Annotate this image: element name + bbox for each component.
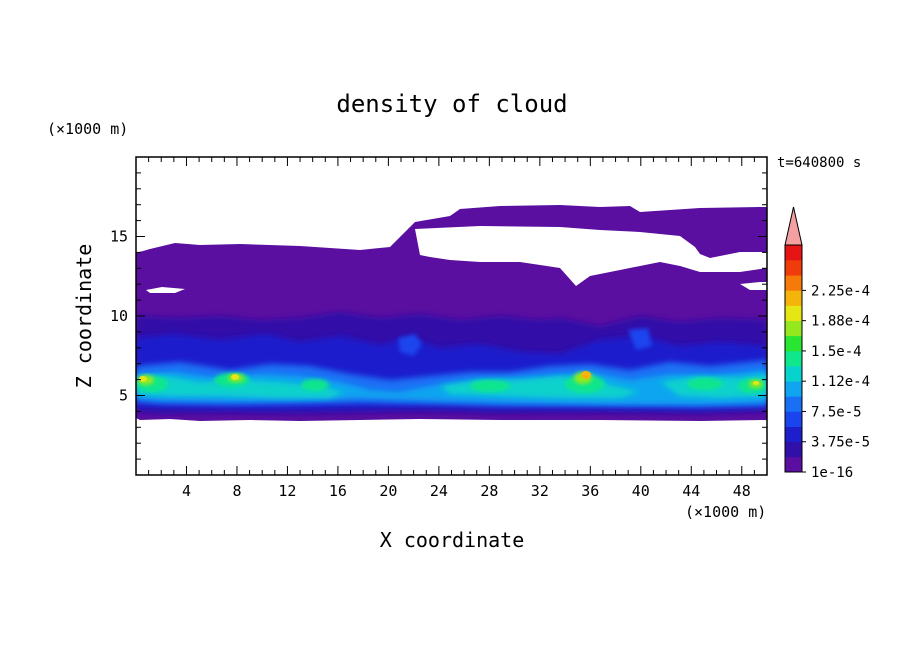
colorbar-frame: [784, 244, 803, 473]
colorbar-segment: [785, 396, 802, 412]
x-tick-label: 48: [733, 482, 751, 500]
cloud-region-level-6: [136, 376, 345, 398]
cloud-cell-blue-2: [628, 328, 652, 350]
clear-gap-upper: [415, 226, 767, 286]
x-tick-label: 8: [232, 482, 241, 500]
x-axis: 4 8 12 16 20 24 28 32 36 40 44 48: [148, 157, 755, 500]
colorbar-segment: [785, 366, 802, 382]
core-green-4: [470, 380, 510, 392]
x-tick-label: 12: [278, 482, 296, 500]
clear-gap-left: [146, 287, 185, 293]
core-green-3: [301, 379, 329, 391]
x-tick-label: 32: [531, 482, 549, 500]
cloud-density-field: [136, 205, 767, 421]
colorbar: 1e-16 3.75e-5 7.5e-5 1.12e-4 1.5e-4 1.88e-4 2.…: [784, 206, 870, 481]
y-axis-label: Z coordinate: [72, 244, 96, 389]
x-unit-label: (×1000 m): [685, 503, 766, 521]
colorbar-label: 7.5e-5: [811, 404, 862, 420]
y-tick-label: 5: [119, 387, 128, 405]
core-green-6: [687, 378, 723, 390]
core-yellow-1: [139, 376, 147, 382]
x-tick-label: 40: [632, 482, 650, 500]
y-unit-label: (×1000 m): [47, 120, 128, 138]
colorbar-segment: [785, 245, 802, 261]
colorbar-segment: [785, 260, 802, 276]
x-tick-label: 16: [329, 482, 347, 500]
cloud-cell-blue-1: [398, 334, 422, 356]
core-yellow-2: [231, 374, 239, 380]
colorbar-segment: [785, 320, 802, 337]
colorbar-label: 1.5e-4: [811, 344, 862, 360]
y-axis: 5 10 15: [110, 172, 767, 460]
y-tick-label: 15: [110, 228, 128, 246]
chart-title: density of cloud: [336, 90, 567, 118]
colorbar-label: 3.75e-5: [811, 435, 870, 451]
clear-gap-right: [740, 282, 767, 290]
colorbar-segment: [785, 441, 802, 458]
y-tick-label: 10: [110, 307, 128, 325]
colorbar-segment: [785, 350, 802, 367]
time-label: t=640800 s: [777, 155, 861, 171]
x-tick-label: 44: [682, 482, 700, 500]
x-tick-label: 36: [581, 482, 599, 500]
colorbar-segment: [785, 335, 802, 352]
colorbar-segment: [785, 275, 802, 291]
colorbar-segment: [785, 456, 802, 473]
colorbar-label: 1.12e-4: [811, 374, 870, 390]
colorbar-segment: [785, 411, 802, 427]
x-tick-label: 4: [182, 482, 191, 500]
colorbar-segment: [785, 426, 802, 443]
colorbar-extend-arrow: [784, 206, 803, 246]
colorbar-segment: [785, 290, 802, 306]
x-tick-label: 20: [379, 482, 397, 500]
x-tick-label: 24: [430, 482, 448, 500]
colorbar-label: 1e-16: [811, 465, 853, 481]
colorbar-segment: [785, 381, 802, 397]
colorbar-segment: [785, 305, 802, 321]
core-yellow-3: [753, 381, 759, 385]
core-orange-1: [581, 371, 591, 379]
x-tick-label: 28: [480, 482, 498, 500]
x-axis-label: X coordinate: [380, 528, 525, 552]
colorbar-label: 1.88e-4: [811, 314, 870, 330]
colorbar-label: 2.25e-4: [811, 283, 870, 299]
